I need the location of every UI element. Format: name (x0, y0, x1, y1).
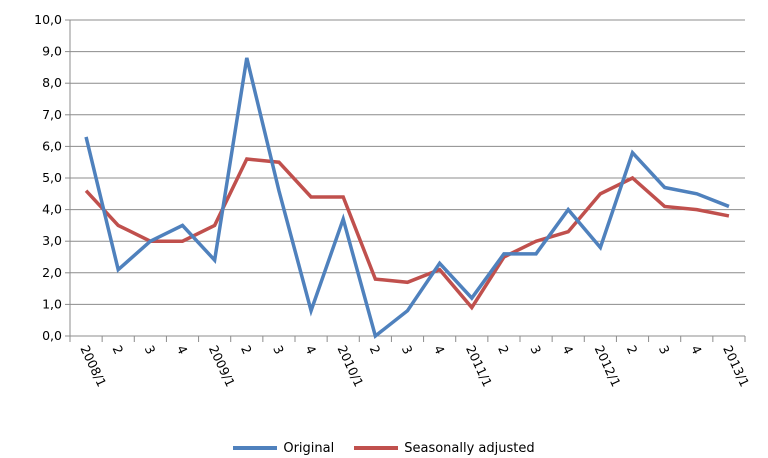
series-line-original (84, 57, 730, 340)
y-tick-labels: 0,0 1,0 2,0 3,0 4,0 5,0 6,0 7,0 8,0 9,0 10,0 (34, 12, 62, 343)
y-tick-label: 1,0 (42, 296, 62, 311)
y-tick-label: 10,0 (34, 12, 62, 27)
legend-item-original: Original (233, 441, 334, 456)
x-tick-label: 2 (624, 343, 641, 357)
x-tick-label: 3 (527, 343, 544, 357)
legend-item-seasonally-adjusted: Seasonally adjusted (354, 440, 535, 456)
series-lines (84, 57, 730, 340)
x-tick-label: 4 (174, 343, 191, 357)
x-tick-label: 2 (495, 343, 512, 357)
x-tick-label: 3 (399, 343, 416, 357)
x-tick-label: 4 (559, 343, 576, 357)
x-tick-label: 3 (270, 343, 287, 357)
legend-swatch-seasonally-adjusted (354, 446, 399, 450)
x-tick-label: 2009/1 (206, 343, 238, 389)
y-tick-label: 7,0 (42, 107, 62, 122)
x-tick-label: 2 (367, 343, 384, 357)
y-tick-label: 0,0 (42, 328, 62, 343)
series-line-seasonally-adjusted (84, 157, 730, 311)
legend-label-seasonally-adjusted: Seasonally adjusted (404, 440, 535, 456)
x-tick-label: 2013/1 (720, 343, 752, 389)
x-tick-label: 4 (302, 343, 319, 357)
x-tick-label: 4 (688, 343, 705, 357)
x-tick-label: 2 (109, 343, 126, 357)
y-tick-label: 3,0 (42, 233, 62, 248)
x-tick-label: 2 (238, 343, 255, 357)
x-tick-label: 3 (656, 343, 673, 357)
x-tick-label: 3 (142, 343, 159, 357)
line-chart-svg: 0,0 1,0 2,0 3,0 4,0 5,0 6,0 7,0 8,0 9,0 10,0 2008/… (34, 12, 752, 389)
x-tick-labels: 2008/1 2 3 4 2009/1 2 3 4 2010/1 2 3 4 2011/1 2 3 4 2012… (77, 343, 752, 389)
y-tick-label: 4,0 (42, 202, 62, 217)
legend: Original Seasonally adjusted (0, 438, 768, 458)
y-tick-label: 8,0 (42, 75, 62, 90)
gridlines (70, 19, 745, 305)
y-tick-label: 2,0 (42, 265, 62, 280)
x-tick-label: 4 (431, 343, 448, 357)
x-tick-label: 2012/1 (592, 343, 624, 389)
x-tick-label: 2008/1 (77, 343, 109, 389)
x-tick-label: 2011/1 (463, 343, 495, 389)
y-tick-label: 6,0 (42, 138, 62, 153)
legend-label-original: Original (283, 440, 335, 456)
x-tick-label: 2010/1 (334, 343, 366, 389)
y-tick-label: 5,0 (42, 170, 62, 185)
axes (65, 19, 746, 342)
y-tick-label: 9,0 (42, 44, 62, 59)
legend-swatch-original (233, 446, 278, 450)
